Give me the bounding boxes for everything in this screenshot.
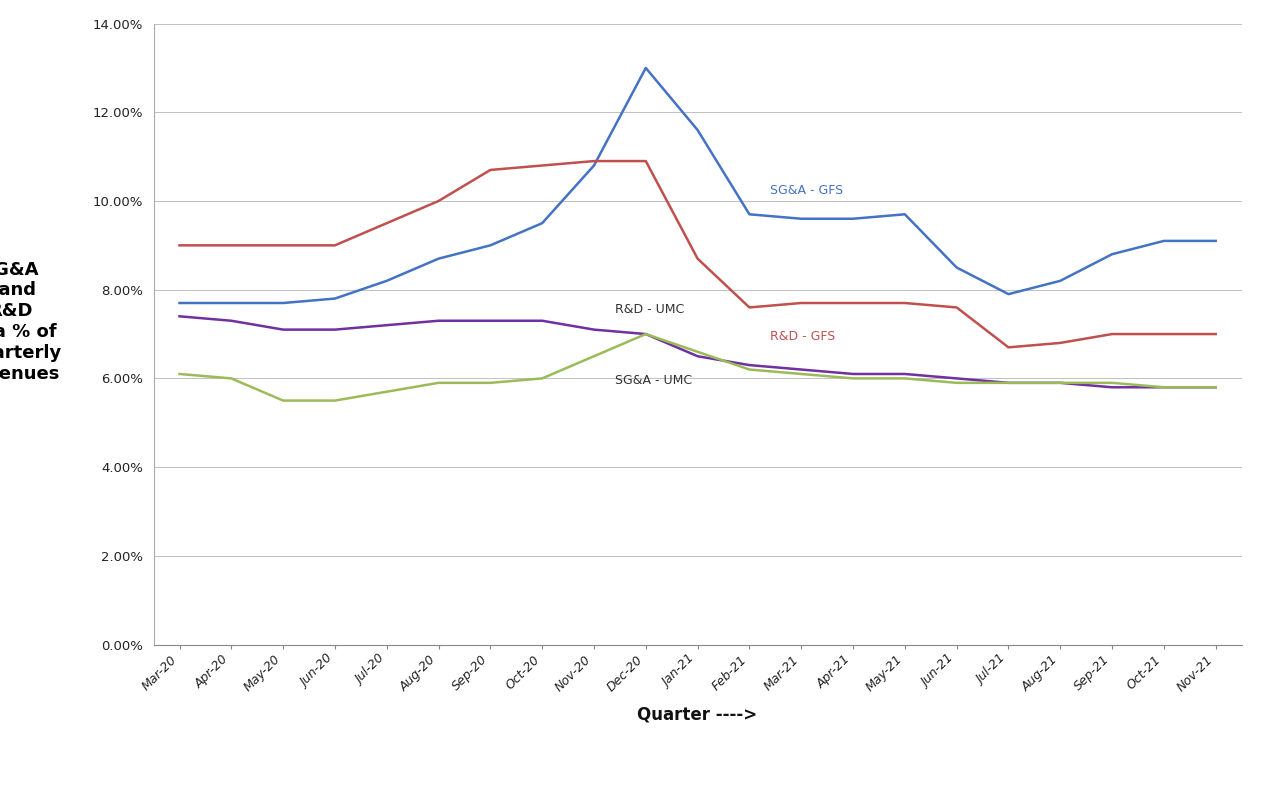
X-axis label: Quarter ---->: Quarter ---->: [637, 706, 758, 723]
Text: R&D - GFS: R&D - GFS: [771, 329, 836, 343]
Text: SG&A - UMC: SG&A - UMC: [614, 374, 691, 387]
Y-axis label: SG&A
  and
R&D
as a % of
 quarterly
Revenues: SG&A and R&D as a % of quarterly Revenue…: [0, 261, 61, 383]
Text: SG&A - GFS: SG&A - GFS: [771, 184, 844, 196]
Text: R&D - UMC: R&D - UMC: [614, 303, 684, 316]
